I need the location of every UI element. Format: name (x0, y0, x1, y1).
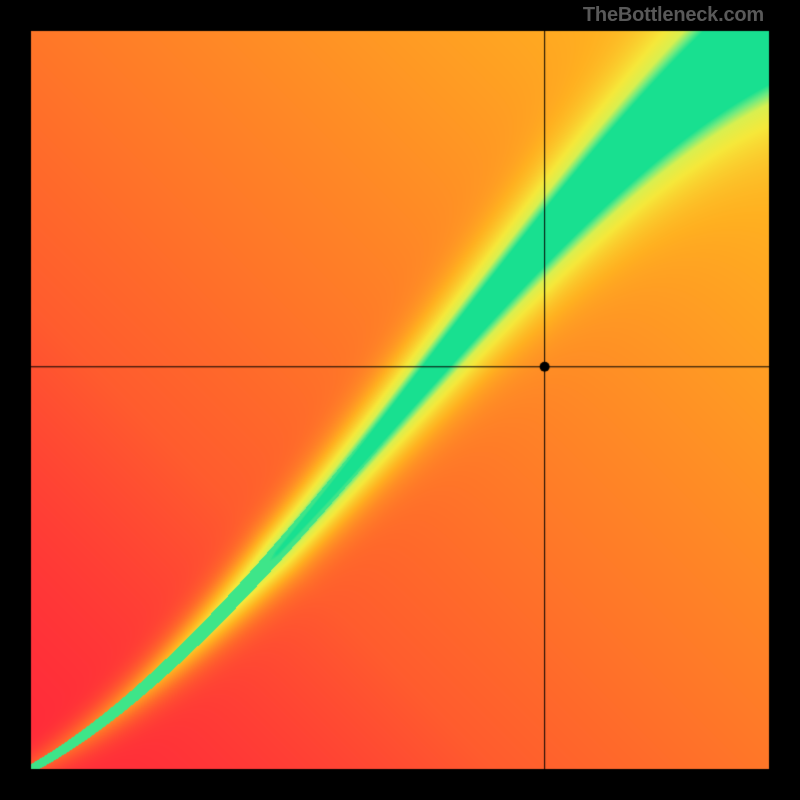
heatmap-canvas (0, 0, 800, 800)
attribution-label: TheBottleneck.com (583, 4, 764, 27)
chart-container: TheBottleneck.com (0, 0, 800, 800)
